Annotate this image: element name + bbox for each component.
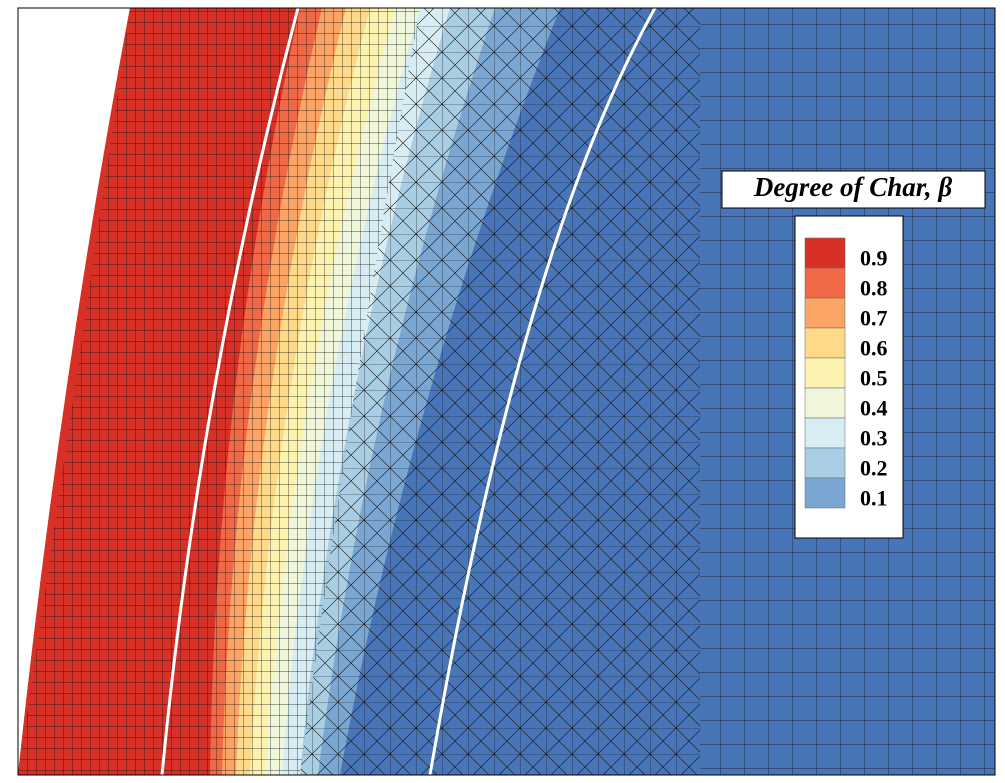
legend-title: Degree of Char, β (753, 172, 952, 202)
legend-title-box (721, 170, 986, 209)
legend-swatch (804, 267, 846, 299)
legend-label: 0.4 (860, 396, 888, 421)
legend-swatch (804, 357, 846, 389)
legend-label: 0.9 (860, 246, 888, 271)
frame (17, 7, 996, 776)
legend-label: 0.5 (860, 366, 888, 391)
legend-label: 0.2 (860, 456, 888, 481)
legend-label: 0.8 (860, 276, 888, 301)
mesh (18, 8, 995, 775)
legend-label: 0.3 (860, 426, 888, 451)
legend-swatch (804, 237, 846, 269)
legend-label: 0.7 (860, 306, 888, 331)
legend: 0.9 0.8 0.7 0.6 0.5 0.4 0.3 0.2 0.1 (804, 237, 888, 511)
legend-swatch (804, 477, 846, 509)
legend-swatch (804, 417, 846, 449)
legend-swatch (804, 447, 846, 479)
legend-label: 0.6 (860, 336, 888, 361)
legend-swatch (804, 327, 846, 359)
legend-swatch (804, 297, 846, 329)
legend-swatch (804, 387, 846, 419)
legend-label: 0.1 (860, 486, 888, 511)
